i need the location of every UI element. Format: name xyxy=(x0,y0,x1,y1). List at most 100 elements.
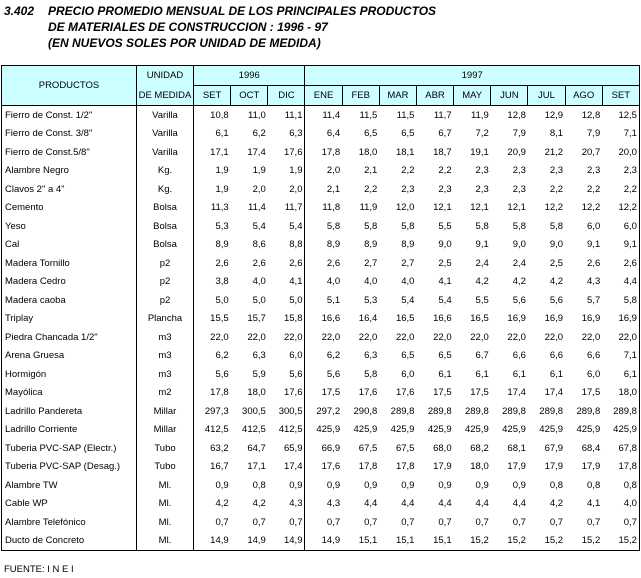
table-cell: Madera Cedro xyxy=(1,272,137,291)
table-cell: Ml. xyxy=(136,494,194,513)
table-cell: 2,2 xyxy=(602,180,640,199)
table-cell: 4,0 xyxy=(364,276,378,288)
table-cell: 4,3 xyxy=(289,498,303,510)
table-row: Cal Bolsa 8,9 8,6 8,8 8,9 8,9 8,9 9,0 9,1 9,0 9,0 9,… xyxy=(1,235,640,254)
table-cell: 22,0 xyxy=(283,331,303,343)
table-cell: Tubo xyxy=(136,457,194,476)
table-cell: Tuberia PVC-SAP (Electr.) xyxy=(1,439,137,458)
table-cell: 0,9 xyxy=(192,476,231,495)
table-cell: 0,9 xyxy=(438,479,452,491)
table-cell: 14,9 xyxy=(267,531,305,551)
table-cell: 15,1 xyxy=(379,531,417,551)
table-cell: 6,1 xyxy=(549,368,564,380)
table-cell: 22,0 xyxy=(247,331,266,343)
table-cell: 11,8 xyxy=(304,198,343,217)
table-cell: 6,0 xyxy=(289,350,303,362)
table-cell: 4,4 xyxy=(512,498,526,510)
table-cell: Fierro de Const.5/8" xyxy=(1,143,137,162)
table-cell: 18,0 xyxy=(247,387,266,399)
header-cell: JUN xyxy=(490,85,529,106)
table-cell: 8,9 xyxy=(364,239,378,251)
table-cell: 5,0 xyxy=(192,291,231,310)
table-cell: Madera caoba xyxy=(1,291,137,310)
table-cell: 0,7 xyxy=(587,516,601,528)
table-cell: Ladrillo Pandereta xyxy=(1,402,137,421)
table-cell: 15,2 xyxy=(527,531,566,551)
table-cell: Bolsa xyxy=(136,235,194,254)
table-cell: p2 xyxy=(136,291,194,310)
table-cell: 12,1 xyxy=(507,202,526,214)
table-cell: Yeso xyxy=(1,217,137,236)
table-cell: 17,8 xyxy=(602,457,640,476)
table-cell: m3 xyxy=(136,328,194,347)
header-cell: AGO xyxy=(564,85,603,106)
table-cell: 4,4 xyxy=(401,498,415,510)
table-cell: 11,4 xyxy=(304,105,343,125)
title-number: 3.402 xyxy=(4,4,35,18)
table-cell: 2,1 xyxy=(364,165,378,177)
table-cell: 4,4 xyxy=(438,498,452,510)
table-cell: 16,6 xyxy=(304,309,343,328)
table-cell: 0,8 xyxy=(587,479,601,491)
header-cell: 1996 xyxy=(192,65,306,86)
table-cell: 2,3 xyxy=(587,165,601,177)
table-cell: 6,2 xyxy=(252,128,266,140)
table-row: Madera Cedro p2 3,8 4,0 4,1 4,0 4,0 4,0 4,1 4,2 4,… xyxy=(1,272,640,291)
table-cell: 17,6 xyxy=(395,387,415,399)
header-cell: PRODUCTOS xyxy=(1,65,137,106)
table-cell: 17,1 xyxy=(192,143,231,162)
title-line: (EN NUEVOS SOLES POR UNIDAD DE MEDIDA) xyxy=(48,36,321,50)
table-cell: 7,1 xyxy=(602,124,640,143)
table-row: Ladrillo Corriente Millar 412,5 412,5 412,5 4… xyxy=(1,420,640,439)
table-cell: 15,2 xyxy=(453,531,491,551)
table-cell: Mayólica xyxy=(1,383,137,402)
table-cell: Arena Gruesa xyxy=(1,346,137,365)
table-cell: 4,4 xyxy=(475,498,489,510)
table-cell: 17,8 xyxy=(395,461,415,473)
table-cell: 289,8 xyxy=(602,402,640,421)
table-cell: 2,3 xyxy=(512,183,526,195)
header-cell: SET xyxy=(192,85,232,106)
table-cell: 5,4 xyxy=(252,220,266,232)
table-cell: 6,5 xyxy=(438,350,452,362)
table-row: Yeso Bolsa 5,3 5,4 5,4 5,8 5,8 5,8 5,5 5,8 5,8 5,8 6… xyxy=(1,217,640,236)
header-cell: MAY xyxy=(453,85,492,106)
header-row: PRODUCTOS UNIDAD 1996 1997 xyxy=(1,65,640,106)
table-cell: 20,7 xyxy=(581,146,601,158)
table-cell: 22,0 xyxy=(433,331,452,343)
table-cell: 14,9 xyxy=(192,531,231,551)
table-cell: 68,2 xyxy=(470,442,489,454)
table-cell: Varilla xyxy=(136,143,194,162)
table-cell: 8,9 xyxy=(304,235,343,254)
table-cell: 289,8 xyxy=(427,405,452,417)
table-cell: 18,7 xyxy=(433,146,452,158)
table-cell: 0,9 xyxy=(401,479,415,491)
table-cell: 9,0 xyxy=(549,239,564,251)
header-cell: OCT xyxy=(230,85,269,106)
table-cell: Fierro de Const. 3/8" xyxy=(1,124,137,143)
table-cell: 1,9 xyxy=(252,165,266,177)
table-cell: 17,5 xyxy=(581,387,601,399)
table-cell: 0,7 xyxy=(512,516,526,528)
table-cell: 289,8 xyxy=(464,405,489,417)
table-cell: 0,8 xyxy=(252,479,266,491)
header-cell: ABR xyxy=(415,85,455,106)
table-cell: 6,1 xyxy=(602,365,640,384)
table-cell: 300,5 xyxy=(278,405,303,417)
header-cell: MAR xyxy=(378,85,417,106)
table-cell: 1,9 xyxy=(289,165,303,177)
price-table: PRODUCTOS UNIDAD 1996 1997 DE MEDIDA SET OCT DI… xyxy=(1,65,640,551)
table-row: Piedra Chancada 1/2" m3 22,0 22,0 22,0 22,0 22… xyxy=(1,328,640,347)
table-cell: 5,6 xyxy=(512,294,526,306)
table-cell: 15,1 xyxy=(416,531,454,551)
table-cell: Piedra Chancada 1/2" xyxy=(1,328,137,347)
table-cell: 9,1 xyxy=(602,235,640,254)
table-cell: 1,9 xyxy=(192,161,231,180)
table-cell: 4,0 xyxy=(304,272,343,291)
table-cell: 15,7 xyxy=(247,313,266,325)
footer: FUENTE: I N E I xyxy=(4,564,74,575)
table-cell: 289,8 xyxy=(390,405,415,417)
table-cell: 4,2 xyxy=(549,276,564,288)
table-cell: 0,7 xyxy=(602,513,640,532)
table-cell: 3,8 xyxy=(192,272,231,291)
